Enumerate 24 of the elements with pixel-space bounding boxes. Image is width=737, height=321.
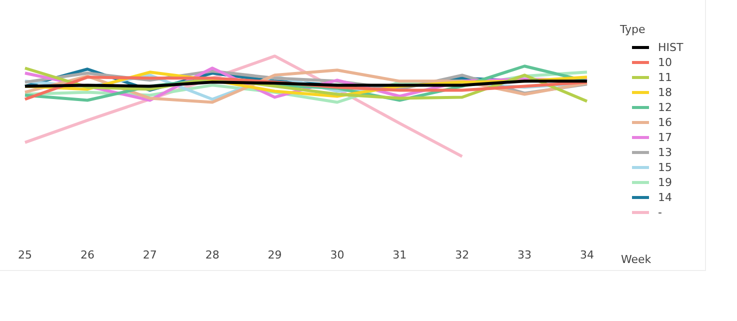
x-tick-label: 30 bbox=[330, 248, 344, 262]
legend-label: 19 bbox=[658, 176, 672, 189]
legend-label: 13 bbox=[658, 146, 672, 159]
legend-label: 15 bbox=[658, 161, 672, 174]
x-axis-title: Week bbox=[621, 252, 652, 266]
legend-label: 11 bbox=[658, 71, 672, 84]
legend-label: 16 bbox=[658, 116, 672, 129]
legend-title: Type bbox=[620, 23, 646, 36]
legend-label: 10 bbox=[658, 56, 672, 69]
x-tick-label: 32 bbox=[455, 248, 470, 262]
legend-label: 18 bbox=[658, 86, 672, 99]
x-tick-label: 34 bbox=[580, 248, 594, 262]
legend-label: 12 bbox=[658, 101, 672, 114]
x-tick-label: 29 bbox=[268, 248, 282, 262]
legend-label: HIST bbox=[658, 41, 684, 54]
legend-label: 14 bbox=[658, 191, 672, 204]
x-tick-label: 26 bbox=[80, 248, 94, 262]
x-tick-label: 25 bbox=[18, 248, 32, 262]
x-tick-label: 27 bbox=[142, 248, 157, 262]
legend-label: - bbox=[658, 206, 662, 219]
x-tick-label: 28 bbox=[205, 248, 220, 262]
x-tick-label: 31 bbox=[392, 248, 407, 262]
x-tick-label: 33 bbox=[518, 248, 532, 262]
legend-label: 17 bbox=[658, 131, 672, 144]
